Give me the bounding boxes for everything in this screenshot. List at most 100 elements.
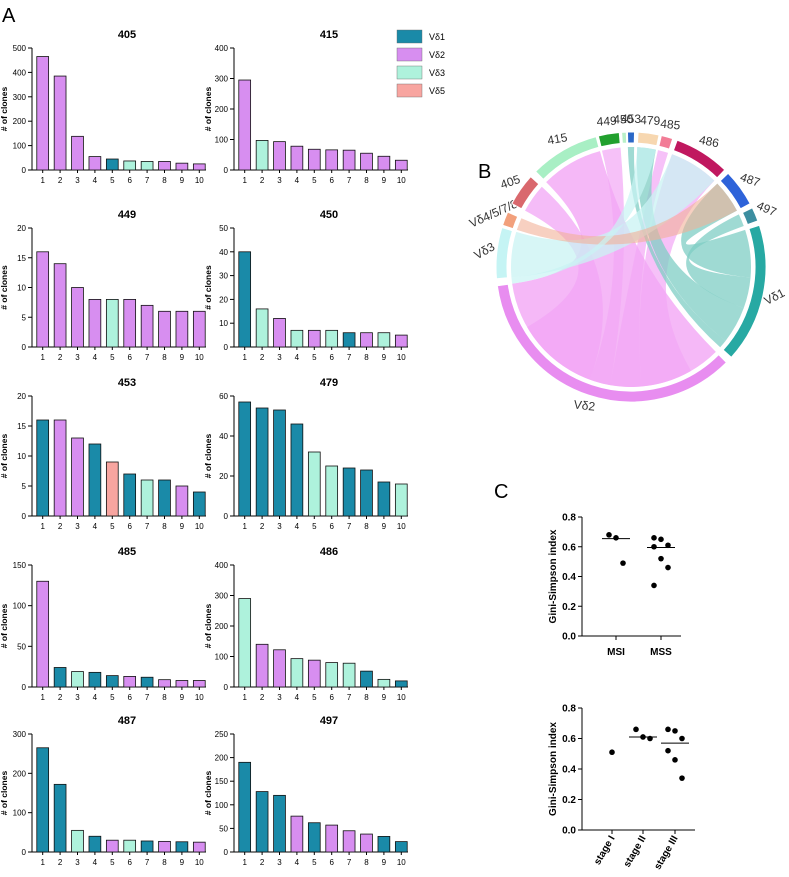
x-tick-label: 1 — [242, 522, 247, 531]
x-tick-label: 9 — [382, 858, 387, 867]
legend-swatch — [396, 83, 423, 98]
data-point — [658, 555, 664, 562]
bar — [394, 334, 408, 348]
data-point — [665, 747, 671, 754]
bar — [238, 761, 252, 853]
bar — [377, 155, 391, 171]
bar — [394, 159, 408, 171]
legend-label: Vδ1 — [429, 32, 445, 42]
y-tick-label: 0 — [22, 343, 27, 352]
y-axis-label: Gini-Simpson index — [548, 529, 559, 623]
x-tick-label: 6 — [329, 522, 334, 531]
bar — [71, 287, 84, 348]
bar — [140, 479, 154, 517]
y-tick-label: 0 — [22, 166, 27, 175]
chord-ribbon — [686, 214, 751, 309]
y-tick-label: 0.6 — [562, 734, 576, 745]
chord-group-label: 486 — [698, 133, 721, 151]
chord-ribbon — [589, 147, 625, 386]
x-tick-label: 8 — [364, 858, 369, 867]
x-tick-label: 3 — [75, 693, 80, 702]
y-tick-label: 20 — [17, 392, 26, 401]
x-tick-label: 9 — [180, 693, 185, 702]
chord-group-label: 485 — [660, 117, 682, 133]
bar — [342, 467, 356, 517]
x-tick-label: 2 — [260, 858, 265, 867]
x-tick-label: 1 — [40, 176, 45, 185]
chart-title: 405 — [118, 29, 136, 41]
data-point — [613, 535, 619, 541]
y-tick-label: 15 — [17, 254, 26, 263]
bar — [105, 158, 119, 171]
y-tick-label: 200 — [13, 769, 27, 778]
x-tick-label: 6 — [127, 176, 132, 185]
bar — [238, 598, 252, 688]
bar — [71, 829, 84, 853]
bar — [192, 491, 206, 517]
x-tick-label: 9 — [382, 693, 387, 702]
chart-title: 449 — [118, 209, 136, 221]
y-tick-label: 0.0 — [562, 632, 576, 643]
x-tick-label: 8 — [364, 176, 369, 185]
x-tick-label: 6 — [127, 522, 132, 531]
x-tick-label: stage II — [622, 834, 649, 870]
bar-chart-453: 453 # of clones 0 5 10 15 20 1 2 3 4 5 6 7 8 9 10 — [0, 377, 206, 531]
y-tick-label: 30 — [219, 272, 228, 281]
bar — [36, 419, 50, 517]
y-tick-label: 100 — [215, 801, 229, 810]
legend-label: Vδ2 — [429, 50, 445, 60]
y-axis-label: # of clones — [203, 434, 213, 479]
bar-chart-485: 485 # of clones 0 50 100 150 1 2 3 4 5 6 7 8 9 10 — [0, 546, 206, 702]
y-tick-label: 0.4 — [562, 765, 576, 776]
bar — [192, 680, 206, 688]
y-tick-label: 0.6 — [562, 542, 576, 553]
chord-group-label: 415 — [546, 130, 569, 147]
bar — [290, 329, 304, 348]
x-tick-label: 4 — [93, 522, 98, 531]
y-tick-label: 150 — [215, 777, 229, 786]
bar-chart-450: 450 # of clones 0 10 20 30 40 50 1 2 3 4 5 6 7 8 9 10 — [203, 209, 408, 362]
data-point — [679, 735, 685, 742]
panel-label-c: C — [494, 481, 508, 503]
bar — [192, 841, 206, 853]
x-tick-label: 5 — [110, 522, 115, 531]
x-tick-label: 3 — [277, 522, 282, 531]
y-axis-label: Gini-Simpson index — [548, 722, 559, 816]
bar — [394, 680, 408, 688]
bar-chart-415: 415 # of clones 0 100 200 300 400 1 2 3 4 5 6 7 8 9 10 — [203, 29, 408, 185]
x-tick-label: 7 — [347, 522, 352, 531]
x-tick-label: 5 — [312, 176, 317, 185]
x-tick-label: 5 — [110, 353, 115, 362]
x-tick-label: 5 — [312, 522, 317, 531]
y-tick-label: 0 — [224, 166, 229, 175]
y-tick-label: 100 — [13, 602, 27, 611]
bar — [238, 79, 252, 171]
x-tick-label: 1 — [242, 858, 247, 867]
bar — [377, 332, 391, 348]
x-tick-label: 7 — [145, 176, 150, 185]
chord-group-arc — [621, 131, 628, 144]
legend-swatch — [396, 47, 423, 62]
y-tick-label: 40 — [219, 248, 228, 257]
x-tick-label: 1 — [242, 693, 247, 702]
chart-title: 415 — [320, 29, 338, 41]
bar — [53, 783, 67, 853]
data-point — [651, 582, 657, 589]
x-tick-label: 8 — [364, 353, 369, 362]
y-tick-label: 150 — [13, 561, 27, 570]
bar — [36, 580, 50, 688]
data-point — [672, 728, 678, 734]
bar-chart-487: 487 # of clones 0 100 200 300 1 2 3 4 5 6 7 8 9 10 — [0, 715, 206, 867]
data-point — [665, 564, 671, 571]
bar — [105, 298, 119, 348]
x-tick-label: 7 — [347, 858, 352, 867]
x-tick-label: 9 — [180, 522, 185, 531]
y-tick-label: 200 — [215, 622, 229, 631]
data-point — [633, 726, 639, 733]
y-tick-label: 0.4 — [562, 572, 576, 583]
chord-group-arc — [672, 139, 726, 179]
x-tick-label: 6 — [127, 353, 132, 362]
chord-group-arc — [722, 224, 767, 359]
